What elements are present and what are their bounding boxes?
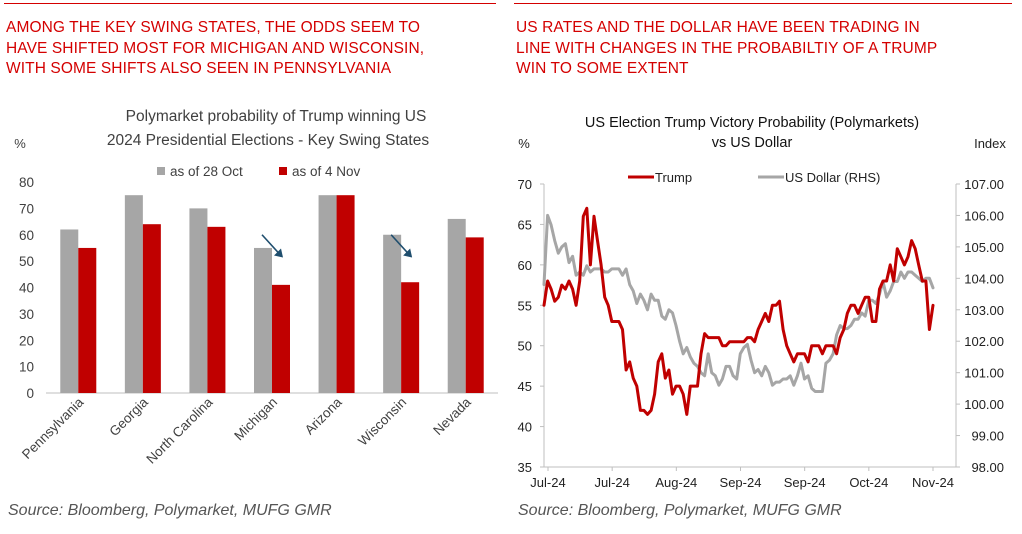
line-left-tick-label: 45 <box>518 379 532 394</box>
bar-x-tick-label-georgia: Georgia <box>106 394 151 439</box>
down-arrow-icon-wisconsin <box>390 234 413 258</box>
bar-wisconsin-as-of-4-nov <box>401 282 420 393</box>
bar-y-tick-label: 0 <box>26 386 34 401</box>
right-headline-line-1: US RATES AND THE DOLLAR HAVE BEEN TRADIN… <box>516 19 920 36</box>
line-chart-title-line-2: vs US Dollar <box>712 135 793 151</box>
bar-x-tick-label-arizona: Arizona <box>302 394 345 437</box>
left-source-note: Source: Bloomberg, Polymarket, MUFG GMR <box>8 502 332 519</box>
bar-y-tick-label: 60 <box>19 228 34 243</box>
line-chart-title-line-1: US Election Trump Victory Probability (P… <box>585 115 919 131</box>
bar-chart-title-line-1: Polymarket probability of Trump winning … <box>126 108 427 125</box>
bar-nevada-as-of-28-oct <box>447 218 466 393</box>
line-left-tick-label: 40 <box>518 420 532 435</box>
right-headline-line-3: WIN TO SOME EXTENT <box>516 60 689 77</box>
line-x-tick-label: Jul-24 <box>530 475 565 490</box>
legend-swatch-4-nov <box>279 167 287 175</box>
left-headline-line-3: WITH SOME SHIFTS ALSO SEEN IN PENNSYLVAN… <box>6 60 392 77</box>
left-panel-rule <box>4 3 496 4</box>
bar-chart-annotations <box>261 234 413 258</box>
bar-x-tick-label-michigan: Michigan <box>231 395 280 444</box>
down-arrow-icon-michigan <box>261 234 283 258</box>
legend-label-28-oct: as of 28 Oct <box>170 164 243 179</box>
line-x-tick-label: Sep-24 <box>720 475 762 490</box>
line-right-tick-label: 103.00 <box>964 303 1004 318</box>
bar-y-tick-label: 10 <box>19 360 34 375</box>
bar-north-carolina-as-of-4-nov <box>207 226 226 393</box>
bar-x-tick-label-wisconsin: Wisconsin <box>355 395 409 449</box>
bar-michigan-as-of-4-nov <box>272 284 290 393</box>
line-right-tick-label: 102.00 <box>964 334 1004 349</box>
swing-states-bar-chart: Polymarket probability of Trump winning … <box>14 108 498 467</box>
line-chart-legend: Trump US Dollar (RHS) <box>628 170 880 185</box>
bar-michigan-as-of-28-oct <box>254 247 272 393</box>
line-chart-axes: 35 40 45 50 55 60 65 70 98.00 99.00 100.00 101.00 10… <box>518 177 1004 490</box>
bar-y-tick-label: 30 <box>19 307 34 322</box>
line-x-tick-label: Aug-24 <box>655 475 697 490</box>
right-source-note: Source: Bloomberg, Polymarket, MUFG GMR <box>518 502 842 519</box>
bar-pennsylvania-as-of-4-nov <box>78 247 97 393</box>
right-panel-headline: US RATES AND THE DOLLAR HAVE BEEN TRADIN… <box>516 18 1006 80</box>
line-x-tick-label: Oct-24 <box>849 475 888 490</box>
bar-x-tick-label-north-carolina: North Carolina <box>143 394 215 466</box>
line-x-tick-label: Nov-24 <box>912 475 954 490</box>
legend-label-4-nov: as of 4 Nov <box>292 164 361 179</box>
bar-chart-y-axis-unit: % <box>14 136 26 151</box>
line-right-tick-label: 99.00 <box>971 429 1004 444</box>
bar-north-carolina-as-of-28-oct <box>189 208 208 393</box>
bar-x-tick-label-pennsylvania: Pennsylvania <box>19 394 87 462</box>
right-chart-panel: US RATES AND THE DOLLAR HAVE BEEN TRADIN… <box>510 0 1022 534</box>
bar-georgia-as-of-4-nov <box>142 224 161 393</box>
line-right-tick-label: 107.00 <box>964 177 1004 192</box>
line-left-tick-label: 50 <box>518 339 532 354</box>
legend-label-trump: Trump <box>655 170 692 185</box>
line-left-tick-label: 55 <box>518 298 532 313</box>
line-right-tick-label: 98.00 <box>971 460 1004 475</box>
legend-swatch-28-oct <box>157 167 165 175</box>
bar-pennsylvania-as-of-28-oct <box>60 229 79 393</box>
bar-chart-legend: as of 28 Oct as of 4 Nov <box>157 164 361 179</box>
line-right-tick-label: 104.00 <box>964 271 1004 286</box>
line-left-tick-label: 65 <box>518 217 532 232</box>
bar-nevada-as-of-4-nov <box>465 237 484 393</box>
line-right-tick-label: 105.00 <box>964 240 1004 255</box>
line-left-tick-label: 60 <box>518 258 532 273</box>
left-headline-line-2: HAVE SHIFTED MOST FOR MICHIGAN AND WISCO… <box>6 39 425 57</box>
bar-y-tick-label: 80 <box>19 175 34 190</box>
bar-x-tick-label-nevada: Nevada <box>430 394 474 438</box>
right-panel-rule <box>514 3 1012 4</box>
bar-chart-title-line-2: 2024 Presidential Elections - Key Swing … <box>107 132 429 149</box>
series-line-trump <box>542 206 935 416</box>
left-headline-line-1: AMONG THE KEY SWING STATES, THE ODDS SEE… <box>6 19 421 36</box>
trump-vs-dollar-line-chart: US Election Trump Victory Probability (P… <box>518 115 1007 490</box>
line-right-tick-label: 101.00 <box>964 366 1004 381</box>
bar-arizona-as-of-4-nov <box>336 195 355 393</box>
line-left-tick-label: 35 <box>518 460 532 475</box>
line-right-tick-label: 106.00 <box>964 208 1004 223</box>
right-headline-line-2: LINE WITH CHANGES IN THE PROBABILTIY OF … <box>516 39 938 57</box>
bar-y-tick-label: 40 <box>19 281 34 296</box>
left-panel-headline: AMONG THE KEY SWING STATES, THE ODDS SEE… <box>6 18 496 80</box>
bar-y-tick-label: 70 <box>19 201 34 216</box>
line-left-tick-label: 70 <box>518 177 532 192</box>
bar-arizona-as-of-28-oct <box>318 195 337 393</box>
line-x-tick-label: Sep-24 <box>784 475 826 490</box>
bar-chart-bars <box>60 195 484 393</box>
bar-y-tick-label: 50 <box>19 254 34 269</box>
line-chart-left-unit: % <box>518 136 530 151</box>
legend-label-us-dollar: US Dollar (RHS) <box>785 170 880 185</box>
line-right-tick-label: 100.00 <box>964 397 1004 412</box>
line-x-tick-label: Jul-24 <box>594 475 629 490</box>
line-chart-right-axis-label: Index <box>974 136 1006 151</box>
left-chart-panel: AMONG THE KEY SWING STATES, THE ODDS SEE… <box>0 0 505 534</box>
bar-wisconsin-as-of-28-oct <box>383 234 402 393</box>
series-line-us-dollar-rhs <box>542 213 935 393</box>
bar-georgia-as-of-28-oct <box>124 195 143 393</box>
bar-y-tick-label: 20 <box>19 333 34 348</box>
line-chart-series <box>542 206 935 416</box>
